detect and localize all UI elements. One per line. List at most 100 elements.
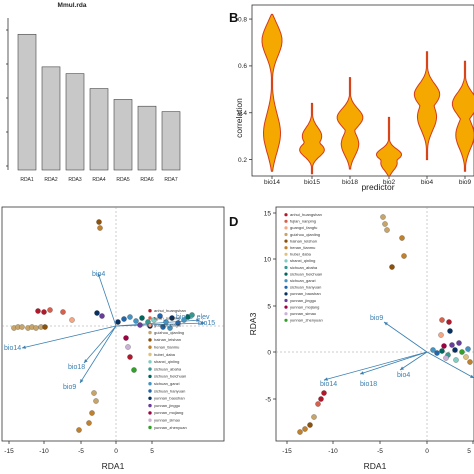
chart-b-y-axis-title: correlation	[234, 98, 244, 138]
sample-point-c	[93, 398, 99, 404]
sample-point-c	[76, 427, 82, 433]
biplot-label-d: bio4	[397, 372, 410, 379]
sample-point-d	[443, 355, 449, 361]
bar-rda2	[41, 66, 61, 171]
biplot-arrow-d	[399, 351, 428, 371]
violin-bio4	[413, 51, 441, 161]
legend-c-guizhou_qianling: guizhou_qianling	[154, 330, 184, 335]
legend-c-guangxi_fangfu: guangxi_fangfu	[154, 323, 181, 328]
sample-point-d	[449, 342, 455, 348]
sample-point-d	[452, 347, 458, 353]
bar-rda6	[137, 105, 157, 171]
chart-d-biplot-arrows: bio9 bio14 bio18 bio4	[320, 315, 474, 388]
violin-bio2	[375, 116, 403, 177]
sample-point-c	[181, 317, 187, 323]
legend-d-hainan_leishan: hainan_leishan	[290, 238, 317, 243]
chart-b-y-ticks: 0.2 0.4 0.6 0.8	[238, 16, 252, 164]
chart-b-xtick-label-bio15: bio15	[304, 179, 320, 186]
legend-c-sichuan_abaha: sichuan_abaha	[154, 366, 182, 371]
sample-point-c	[96, 219, 102, 225]
legend-c-hainan_leishan: hainan_leishan	[154, 337, 181, 342]
sample-point-d	[441, 343, 447, 349]
biplot-arrow-c	[97, 272, 117, 327]
sample-point-c	[127, 314, 133, 320]
legend-d-hubei_daba: hubei_daba	[290, 252, 312, 257]
sample-point-d	[302, 426, 308, 432]
chart-b-xtick-label-bio14: bio14	[264, 179, 280, 186]
legend-d-fujian_nanping: fujian_nanping	[290, 219, 316, 224]
sample-point-d	[456, 340, 462, 346]
biplot-arrow-c-head	[196, 318, 200, 322]
sample-point-d	[439, 348, 445, 354]
chart-c-xtick-label: -10	[39, 448, 49, 455]
legend-d-swatch	[284, 239, 288, 243]
biplot-arrow-c	[115, 322, 206, 327]
sample-point-c	[127, 354, 133, 360]
chart-b-xtick-label-bio18: bio18	[342, 179, 358, 186]
legend-c-anhui_huangshan: anhui_huangshan	[154, 308, 186, 313]
sample-point-c	[60, 309, 66, 315]
chart-d-xtick-label: 5	[467, 448, 471, 455]
legend-c-yunnan_simao: yunnan_simao	[154, 418, 181, 423]
legend-c-swatch	[148, 389, 152, 393]
bar-label-rda4: RDA4	[92, 177, 106, 183]
sample-point-d	[446, 319, 452, 325]
legend-d-swatch	[284, 279, 288, 283]
bar-label-rda5: RDA5	[116, 177, 130, 183]
chart-d-y-ticks: -5 0 5 10 15	[264, 210, 276, 403]
legend-d-henan_tianmu: henan_tianmu	[290, 245, 315, 250]
chart-b-ytick-label: 0.4	[238, 110, 247, 117]
legend-d-shanxi_qinling: shanxi_qinling	[290, 258, 315, 263]
chart-d-xtick-label: 0	[425, 448, 429, 455]
panel-b-letter: B	[229, 10, 238, 25]
sample-point-c	[94, 310, 100, 316]
sample-point-d	[438, 332, 444, 338]
chart-c-legend: anhui_huangshan fujian_nanping guangxi_fan…	[148, 308, 187, 430]
panel-d-rda-biplot: D RDA3 -5 0 5 10 15 bio9 bio14 bio18 bio4 anhui…	[229, 206, 474, 471]
legend-c-fujian_nanping: fujian_nanping	[154, 315, 180, 320]
legend-d-swatch	[284, 252, 288, 256]
biplot-arrow-d-head	[384, 322, 388, 326]
bar-rda4	[89, 88, 109, 171]
chart-c-xtick-label: 0	[114, 448, 118, 455]
legend-d-swatch	[284, 305, 288, 309]
sample-point-d	[439, 317, 445, 323]
chart-d-plot-frame	[275, 206, 474, 442]
chart-d-xtick-label: -15	[282, 448, 292, 455]
legend-d-yunnan_baoshan: yunnan_baoshan	[290, 291, 321, 296]
biplot-arrow-d	[383, 321, 428, 353]
legend-d-sichuan_beichuan: sichuan_beichuan	[290, 271, 322, 276]
sample-point-c	[33, 325, 39, 331]
sample-point-c	[125, 344, 131, 350]
legend-c-yunnan_mojiang: yunnan_mojiang	[154, 410, 183, 415]
chart-b-plot-frame	[251, 4, 474, 177]
biplot-arrow-c-head	[97, 273, 101, 277]
biplot-arrow-d-head	[324, 377, 328, 381]
sample-point-c	[133, 318, 139, 324]
sample-point-c	[91, 390, 97, 396]
sample-point-c	[97, 225, 103, 231]
biplot-arrow-d	[426, 351, 474, 379]
legend-d-swatch	[284, 246, 288, 250]
bar-rda1	[17, 33, 37, 171]
sample-point-c	[89, 410, 95, 416]
chart-d-x-ticks: -15 -10 -5 0 5	[282, 441, 474, 455]
panel-d-letter: D	[229, 214, 238, 229]
biplot-arrow-c-head	[84, 359, 88, 363]
legend-c-hubei_daba: hubei_daba	[154, 352, 176, 357]
legend-d-guangxi_fangfu: guangxi_fangfu	[290, 225, 317, 230]
sample-point-d	[318, 396, 324, 402]
chart-b-violins	[261, 13, 474, 177]
violin-bio18	[336, 77, 364, 170]
biplot-arrow-c-head	[80, 379, 84, 383]
legend-d-swatch	[284, 219, 288, 223]
sample-point-d	[447, 328, 453, 334]
panel-b-violin-chart: B correlation 0.20.40.60.8 bio14 bio15 bio…	[229, 4, 474, 192]
sample-point-c	[139, 315, 145, 321]
chart-a-title: Mmul.rda	[58, 2, 87, 9]
sample-point-d	[321, 390, 327, 396]
legend-d-swatch	[284, 259, 288, 263]
legend-c-swatch	[148, 309, 152, 313]
chart-d-ytick-label: 10	[264, 256, 272, 263]
sample-point-c	[115, 319, 121, 325]
